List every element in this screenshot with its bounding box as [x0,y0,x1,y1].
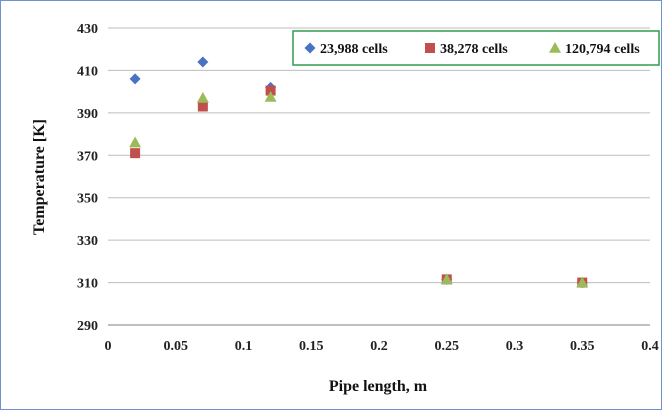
series-3-point [129,136,142,148]
series-3-point [576,276,589,288]
y-tick-label: 430 [77,22,98,37]
x-tick-label: 0.1 [235,339,253,354]
series-2-point [197,101,208,112]
y-tick-label: 370 [77,149,98,164]
x-tick-label: 0.05 [164,339,189,354]
x-tick-label: 0.2 [370,339,388,354]
grid-lines [108,27,650,326]
y-tick-label: 390 [77,107,98,122]
y-axis-title: Temperature [K] [31,119,48,235]
x-tick-labels: 0 0.05 0.1 0.15 0.2 0.25 0.3 0.35 0.4 [105,339,659,354]
y-tick-label: 350 [77,192,98,207]
y-tick-label: 310 [77,277,98,292]
series-3-point [264,90,277,102]
series-2-point [265,85,276,96]
y-tick-label: 330 [77,234,98,249]
legend-label-3: 120,794 cells [565,42,640,57]
legend-marker-2 [425,43,435,53]
x-tick-label: 0.35 [570,339,595,354]
y-tick-labels: 290 310 330 350 370 390 410 430 [77,22,98,334]
series-2-point [130,148,141,159]
series-3-point [440,273,453,285]
x-tick-label: 0.15 [299,339,324,354]
x-tick-label: 0.25 [435,339,460,354]
legend-marker-3 [549,42,561,53]
y-tick-label: 290 [77,319,98,334]
y-tick-label: 410 [77,64,98,79]
legend-label-2: 38,278 cells [440,42,508,57]
data-points [129,56,589,289]
series-3-point [196,92,209,103]
legend: 23,988 cells 38,278 cells 120,794 cells [292,30,660,66]
x-axis-title: Pipe length, m [329,378,428,395]
series-1-point [129,73,141,85]
series-1-point [197,56,209,68]
x-tick-label: 0.3 [506,339,524,354]
legend-marker-1 [304,42,316,54]
x-tick-label: 0.4 [641,339,659,354]
legend-label-1: 23,988 cells [320,42,388,57]
x-tick-label: 0 [105,339,112,354]
legend-box [292,30,660,66]
